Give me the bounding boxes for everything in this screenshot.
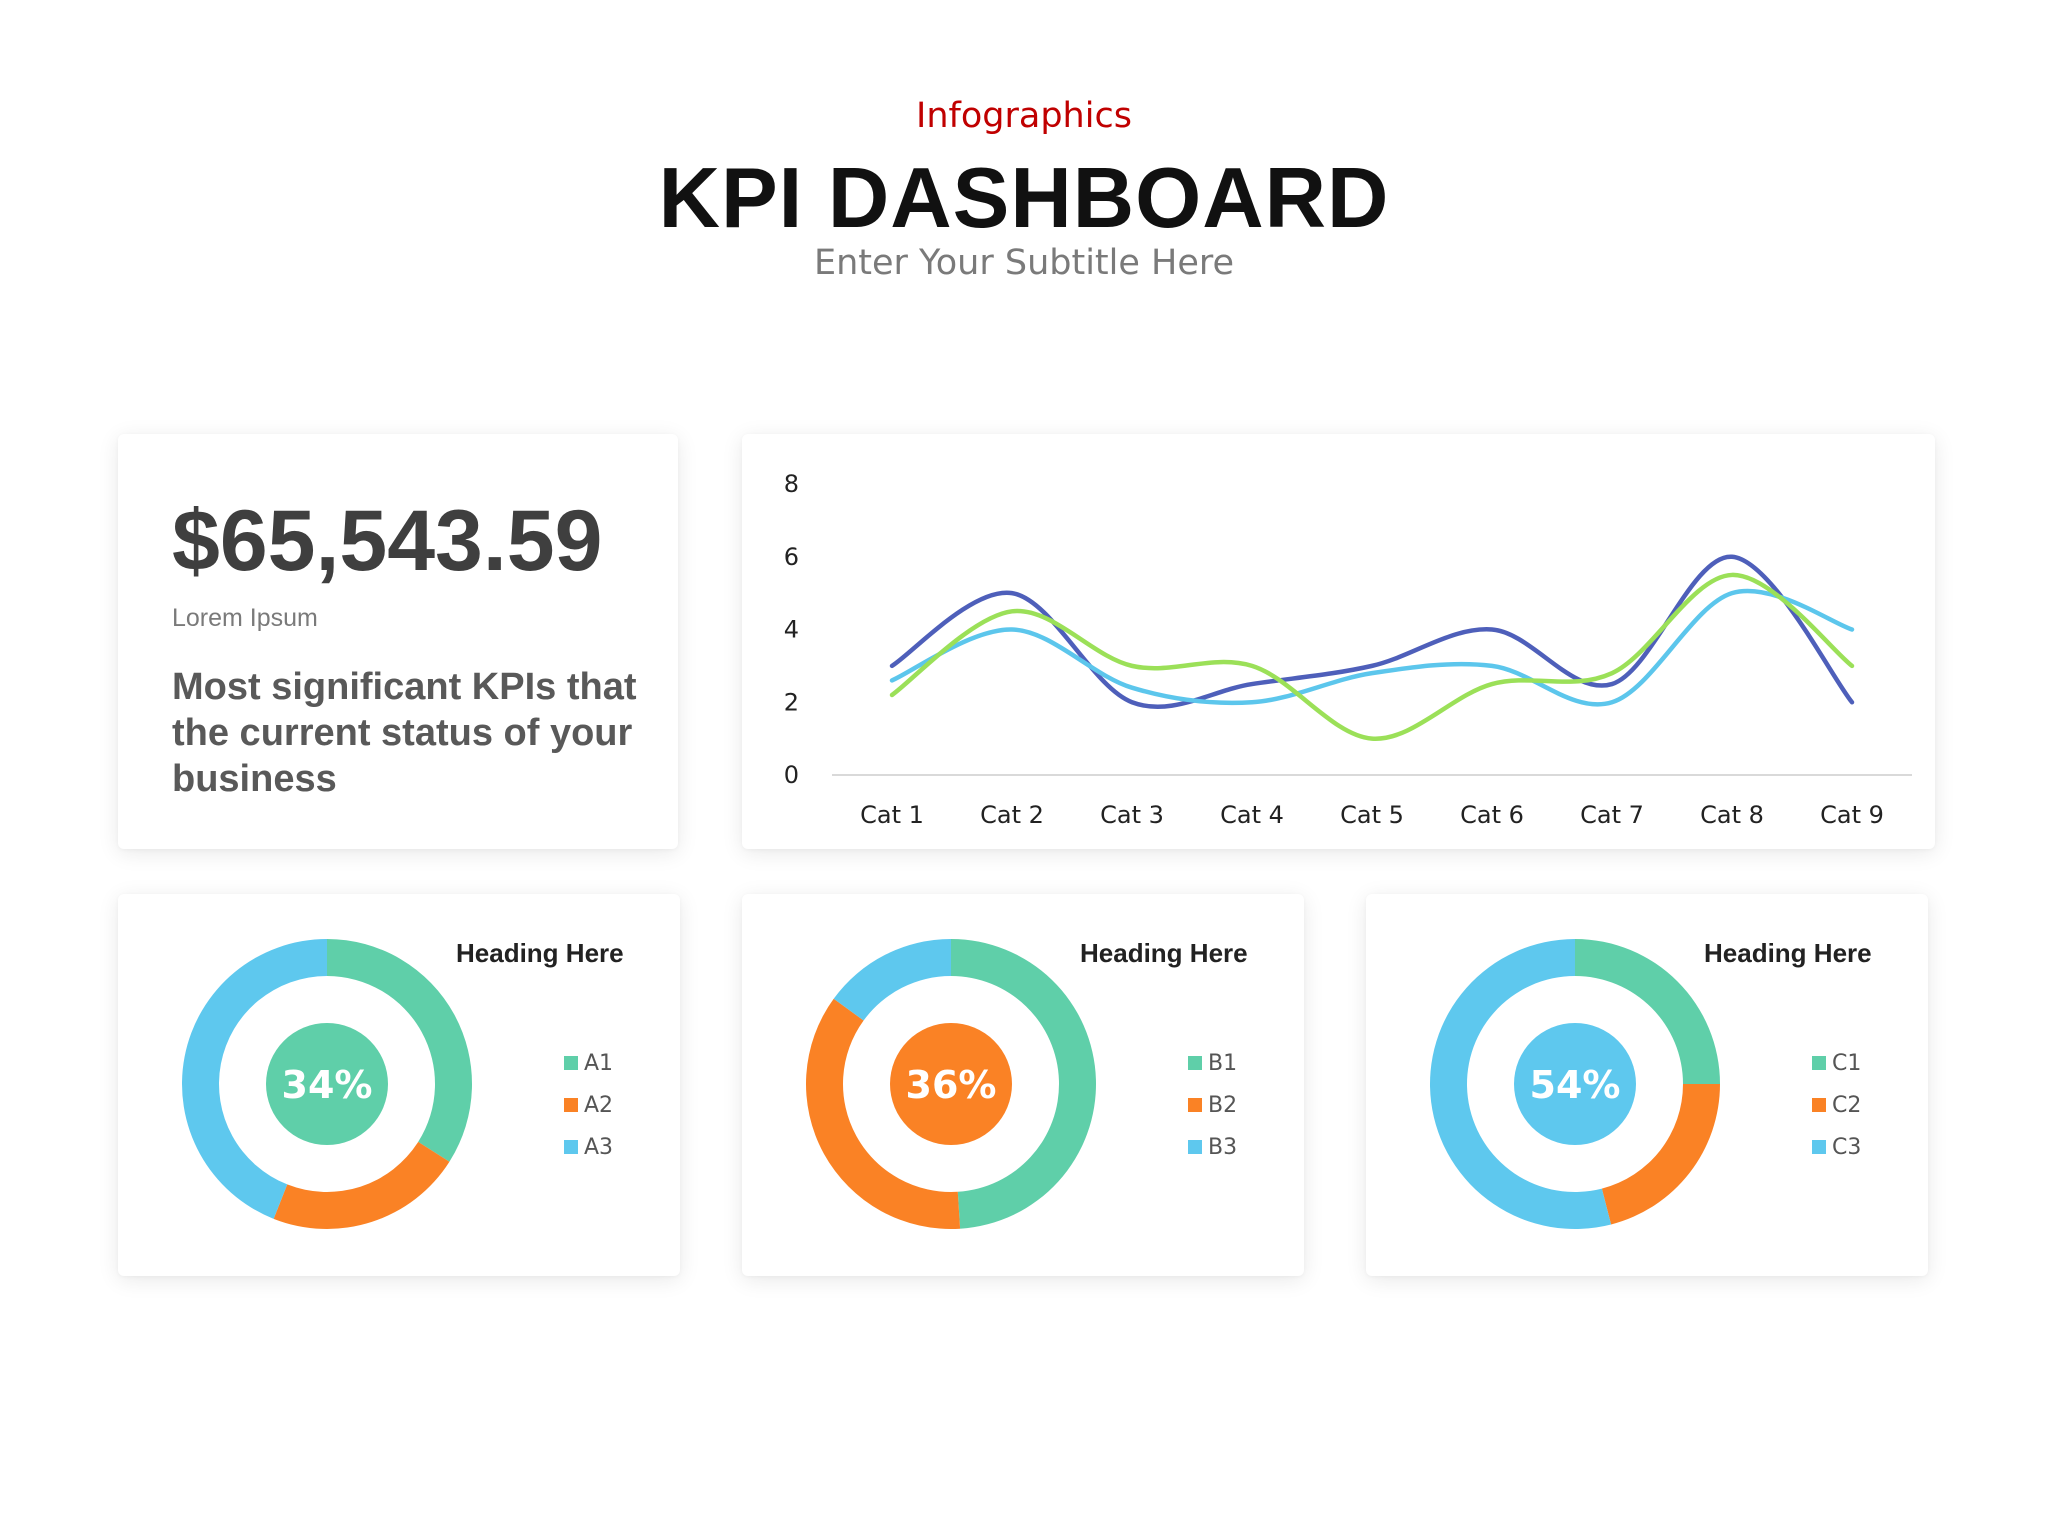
legend-label: B2	[1208, 1092, 1238, 1118]
y-tick-label: 6	[784, 543, 799, 571]
legend-swatch	[1188, 1140, 1202, 1154]
legend-label: A3	[584, 1134, 614, 1160]
legend-item: B3	[1188, 1126, 1237, 1168]
legend-item: B2	[1188, 1084, 1237, 1126]
donut-chart-c: 54%	[1429, 939, 1720, 1229]
legend-item: B1	[1188, 1042, 1237, 1084]
legend-label: A2	[584, 1092, 614, 1118]
donut-card-c: 54% Heading Here C1 C2 C3	[1366, 894, 1928, 1276]
kpi-description: Most significant KPIs that the current s…	[172, 666, 637, 800]
donut-center-label: 36%	[906, 1063, 997, 1107]
donut-slice-c3	[1429, 939, 1612, 1229]
donut-slice-a2	[273, 1141, 450, 1229]
x-tick-label: Cat 8	[1700, 801, 1764, 829]
legend-item: C1	[1812, 1042, 1861, 1084]
donut-slice-b3	[833, 939, 951, 1021]
legend-swatch	[1812, 1056, 1826, 1070]
donut-center-label: 34%	[282, 1063, 373, 1107]
legend: C1 C2 C3	[1812, 1042, 1861, 1168]
legend-item: A2	[564, 1084, 613, 1126]
page-subtitle: Enter Your Subtitle Here	[813, 243, 1235, 283]
x-tick-label: Cat 7	[1580, 801, 1644, 829]
donut-slice-b2	[806, 998, 961, 1229]
legend-item: A3	[564, 1126, 613, 1168]
legend-swatch	[564, 1056, 578, 1070]
y-tick-label: 2	[784, 688, 799, 716]
legend-label: B3	[1208, 1134, 1238, 1160]
legend: A1 A2 A3	[564, 1042, 613, 1168]
x-tick-label: Cat 2	[980, 801, 1044, 829]
kpi-card: $65,543.59 Lorem Ipsum Most significant …	[118, 434, 678, 849]
donut-heading: Heading Here	[1080, 938, 1248, 968]
donut-slice-a3	[181, 939, 327, 1219]
line-chart: 0 2 4 6 8 Cat 1 Cat 2 Cat 3 Cat 4 Cat 5 Cat 6 Cat 7…	[784, 470, 1912, 829]
donut-chart-a: 34%	[181, 939, 472, 1229]
x-tick-label: Cat 5	[1340, 801, 1404, 829]
x-tick-label: Cat 9	[1820, 801, 1884, 829]
legend-swatch	[1812, 1140, 1826, 1154]
legend-swatch	[1812, 1098, 1826, 1112]
legend-swatch	[1188, 1056, 1202, 1070]
legend-item: C2	[1812, 1084, 1861, 1126]
x-tick-label: Cat 3	[1100, 801, 1164, 829]
x-tick-label: Cat 6	[1460, 801, 1524, 829]
series-line-1	[889, 554, 1855, 709]
donut-card-a: 34% Heading Here A1 A2 A3	[118, 894, 680, 1276]
donut-slice-c2	[1601, 1084, 1720, 1225]
donut-center-disc	[890, 1023, 1012, 1145]
legend-label: B1	[1208, 1050, 1238, 1076]
donut-slice-b1	[951, 939, 1096, 1229]
donut-chart-b: 36%	[806, 939, 1096, 1229]
donut-slice-a1	[327, 939, 472, 1162]
kpi-label: Lorem Ipsum	[172, 604, 318, 632]
y-tick-label: 8	[784, 470, 799, 498]
legend-item: C3	[1812, 1126, 1861, 1168]
donut-heading: Heading Here	[456, 938, 624, 968]
donut-center-disc	[266, 1023, 388, 1145]
page-title: KPI DASHBOARD	[658, 151, 1390, 246]
donut-center-label: 54%	[1530, 1063, 1621, 1107]
y-tick-label: 4	[784, 616, 799, 644]
x-tick-label: Cat 4	[1220, 801, 1284, 829]
legend-label: C3	[1832, 1134, 1862, 1160]
legend-label: C1	[1832, 1050, 1862, 1076]
legend: B1 B2 B3	[1188, 1042, 1237, 1168]
legend-label: C2	[1832, 1092, 1862, 1118]
x-tick-label: Cat 1	[860, 801, 924, 829]
donut-center-disc	[1514, 1023, 1636, 1145]
legend-swatch	[564, 1140, 578, 1154]
donut-heading: Heading Here	[1704, 938, 1872, 968]
legend-swatch	[564, 1098, 578, 1112]
series-line-3	[889, 572, 1855, 741]
kpi-value: $65,543.59	[172, 493, 603, 589]
legend-item: A1	[564, 1042, 613, 1084]
series-line-2	[889, 588, 1855, 707]
donut-slice-c1	[1575, 939, 1720, 1084]
header-kicker: Infographics	[916, 96, 1132, 136]
legend-swatch	[1188, 1098, 1202, 1112]
y-tick-label: 0	[784, 761, 799, 789]
legend-label: A1	[584, 1050, 614, 1076]
donut-card-b: 36% Heading Here B1 B2 B3	[742, 894, 1304, 1276]
line-chart-card: 0 2 4 6 8 Cat 1 Cat 2 Cat 3 Cat 4 Cat 5 Cat 6 Cat 7…	[742, 434, 1935, 849]
